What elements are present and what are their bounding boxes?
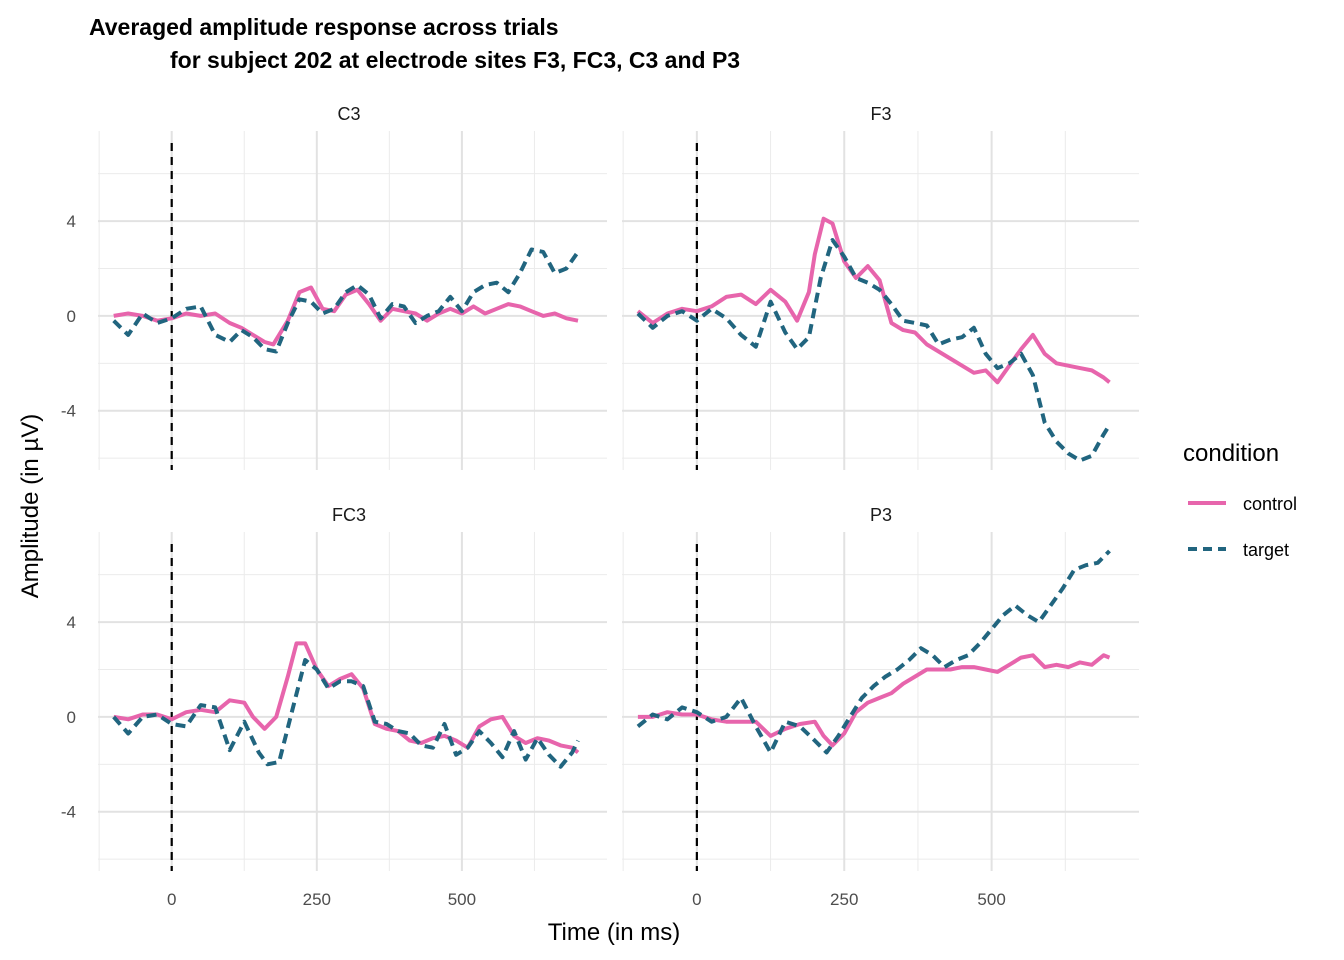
legend-title: condition — [1183, 440, 1279, 467]
panel-plot-c3 — [98, 131, 607, 470]
y-axis-title: Amplitude (in µV) — [17, 414, 44, 599]
series-line-target — [112, 247, 580, 354]
panel-fc3: FC3 — [98, 505, 607, 871]
y-tick-label: -4 — [61, 402, 76, 421]
x-axis-title: Time (in ms) — [548, 919, 680, 946]
panel-plot-p3 — [622, 532, 1139, 871]
panel-title-p3: P3 — [870, 505, 892, 525]
panel-title-c3: C3 — [337, 104, 360, 124]
chart-title-line1: Averaged amplitude response across trial… — [89, 14, 559, 40]
panel-c3: C3 — [98, 104, 607, 470]
x-tick-label: 0 — [692, 890, 701, 909]
y-tick-label: 4 — [67, 212, 76, 231]
series-line-control — [637, 653, 1111, 748]
panel-plot-f3 — [622, 131, 1139, 470]
x-tick-label: 500 — [977, 890, 1005, 909]
x-tick-label: 250 — [303, 890, 331, 909]
legend: condition control target — [1183, 440, 1297, 560]
y-tick-label: 0 — [67, 307, 76, 326]
panel-title-fc3: FC3 — [332, 505, 366, 525]
x-tick-label: 500 — [448, 890, 476, 909]
y-tick-label: -4 — [61, 803, 76, 822]
y-tick-labels-top: -4 0 4 — [61, 212, 76, 421]
series-line-control — [636, 216, 1111, 385]
panel-title-f3: F3 — [870, 104, 891, 124]
chart-title-line2: for subject 202 at electrode sites F3, F… — [170, 47, 740, 73]
x-tick-labels-left: 0 250 500 — [167, 890, 476, 909]
y-tick-label: 0 — [67, 708, 76, 727]
panel-plot-fc3 — [98, 532, 607, 871]
y-tick-labels-bottom: -4 0 4 — [61, 613, 76, 822]
panel-f3: F3 — [622, 104, 1139, 470]
x-tick-label: 250 — [830, 890, 858, 909]
x-tick-label: 0 — [167, 890, 176, 909]
series-line-control — [113, 641, 580, 755]
series-line-target — [112, 658, 580, 769]
series-line-target — [636, 549, 1111, 755]
legend-label-control: control — [1243, 494, 1297, 514]
series-line-target — [636, 238, 1112, 463]
legend-label-target: target — [1243, 540, 1289, 560]
x-tick-labels-right: 0 250 500 — [692, 890, 1006, 909]
y-tick-label: 4 — [67, 613, 76, 632]
panel-p3: P3 — [622, 505, 1139, 871]
